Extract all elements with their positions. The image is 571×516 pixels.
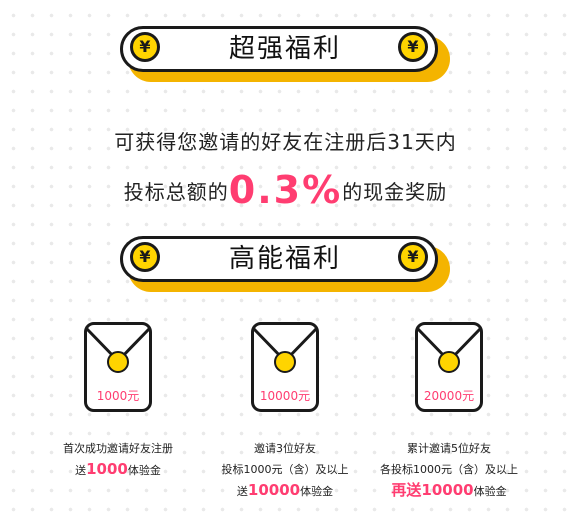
red-envelope-10000: 10000元: [251, 322, 319, 412]
envelope-amount: 1000元: [96, 389, 140, 403]
caption-suffix: 体验金: [473, 485, 507, 498]
reward-description-line1: 可获得您邀请的好友在注册后31天内: [114, 130, 457, 154]
caption-prefix: 送: [236, 485, 248, 498]
yen-coin-icon: ¥: [130, 242, 160, 272]
envelope-seal-icon: [438, 351, 460, 373]
banner-pill: [120, 236, 438, 282]
caption-line: 邀请3位好友: [254, 442, 316, 455]
caption-highlight: 再送10000: [391, 481, 474, 499]
caption-line: 再送10000体验金: [359, 480, 539, 502]
reward-percentage: 0.3%: [228, 168, 343, 212]
yen-coin-icon: ¥: [130, 32, 160, 62]
caption-line: 首次成功邀请好友注册: [63, 442, 173, 455]
red-envelope-1000: 1000元: [84, 322, 152, 412]
caption-suffix: 体验金: [300, 485, 334, 498]
reward-caption-2: 邀请3位好友 投标1000元（含）及以上 送10000体验金: [195, 438, 375, 502]
banner-dash: [190, 23, 198, 26]
caption-line: 累计邀请5位好友: [407, 442, 491, 455]
caption-line: 送1000体验金: [28, 459, 208, 481]
banner-title: 超强福利: [228, 34, 341, 64]
envelope-seal-icon: [274, 351, 296, 373]
envelope-seal-icon: [107, 351, 129, 373]
envelope-amount: 20000元: [423, 389, 475, 403]
caption-highlight: 1000: [86, 460, 128, 478]
banner-title: 高能福利: [228, 244, 341, 274]
caption-highlight: 10000: [247, 481, 301, 499]
banner-super-welfare: ¥ 超强福利 ¥: [120, 23, 450, 82]
line2-suffix: 的现金奖励: [342, 180, 448, 204]
yen-coin-icon: ¥: [398, 242, 428, 272]
banner-dash: [368, 23, 376, 26]
reward-caption-1: 首次成功邀请好友注册 送1000体验金: [28, 438, 208, 481]
banner-high-energy-welfare: ¥ 高能福利 ¥: [120, 233, 450, 292]
caption-prefix: 送: [75, 464, 87, 477]
caption-line: 投标1000元（含）及以上: [221, 463, 349, 476]
line2-prefix: 投标总额的: [123, 180, 229, 204]
reward-description-line2: 投标总额的0.3%的现金奖励: [0, 168, 571, 212]
caption-line: 各投标1000元（含）及以上: [380, 463, 518, 476]
reward-caption-3: 累计邀请5位好友 各投标1000元（含）及以上 再送10000体验金: [359, 438, 539, 502]
caption-line: 送10000体验金: [195, 480, 375, 502]
yen-coin-icon: ¥: [398, 32, 428, 62]
banner-pill: [120, 26, 438, 72]
banner-dash: [190, 233, 198, 236]
caption-suffix: 体验金: [127, 464, 161, 477]
envelope-amount: 10000元: [259, 389, 311, 403]
banner-dash: [368, 233, 376, 236]
red-envelope-20000: 20000元: [415, 322, 483, 412]
